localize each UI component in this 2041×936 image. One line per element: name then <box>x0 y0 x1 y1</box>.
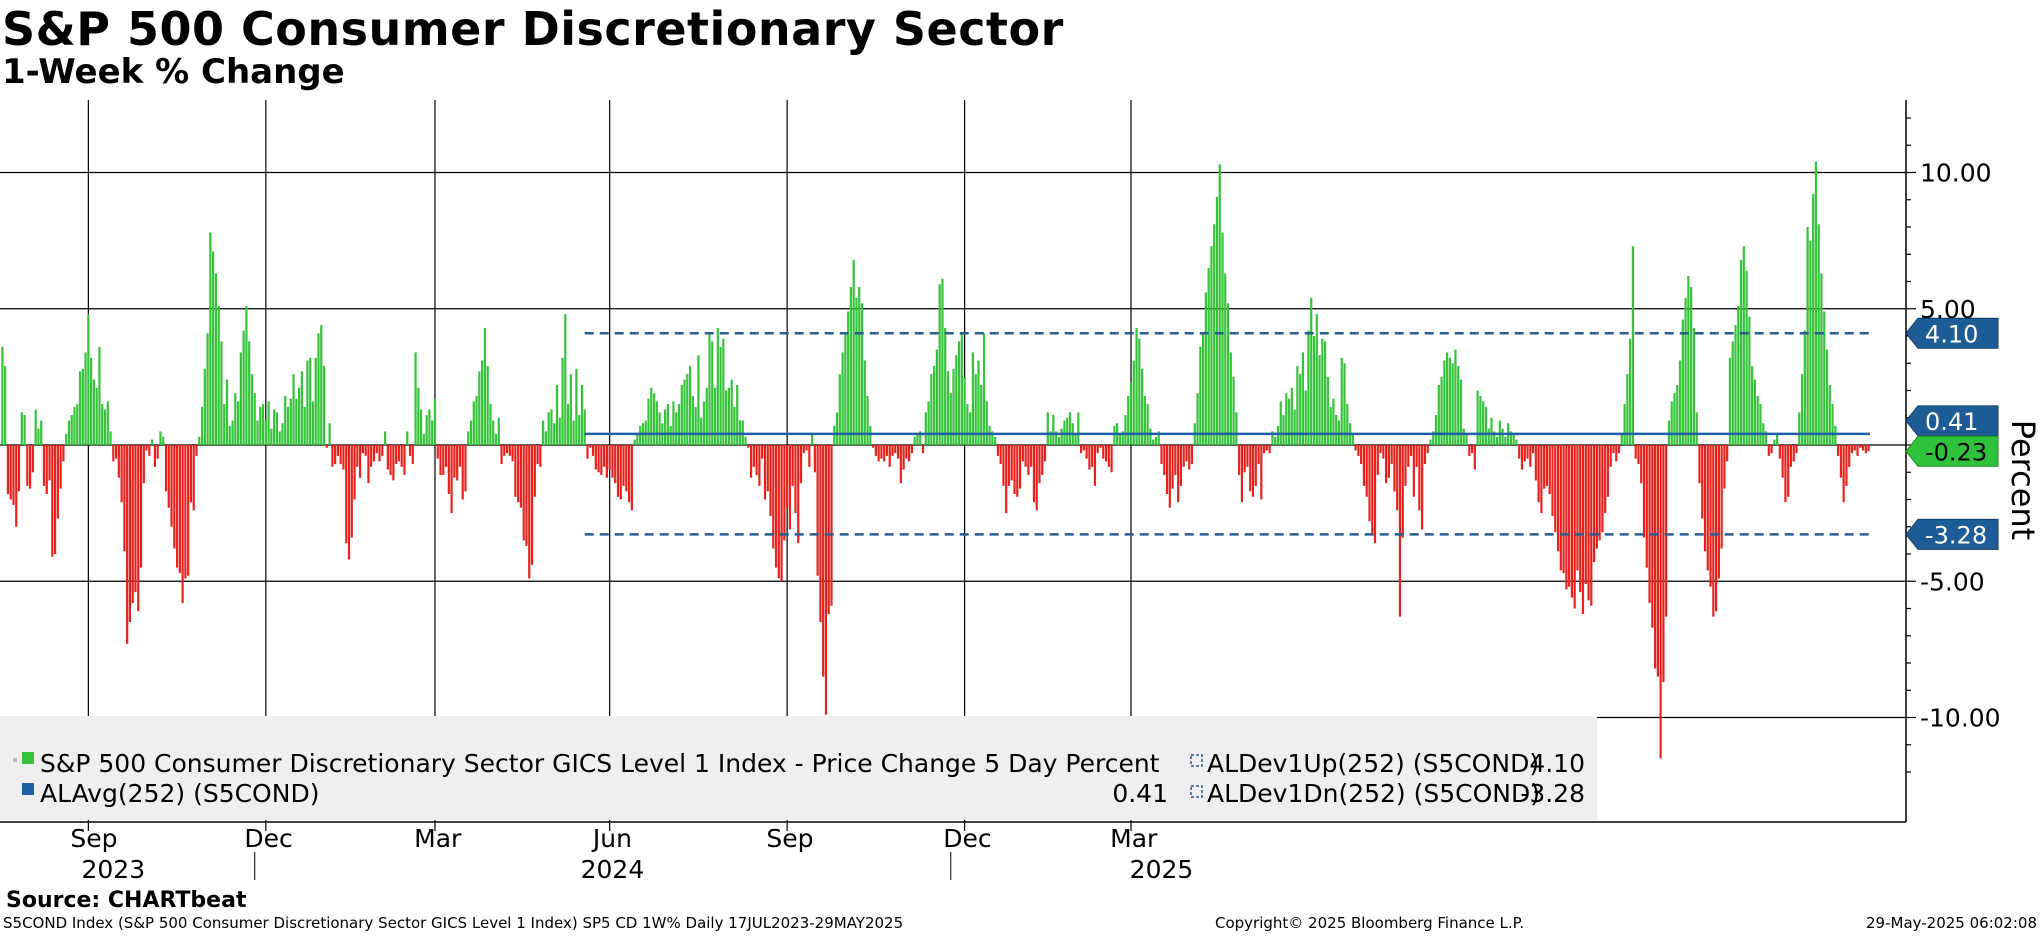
legend-icon-dev-up <box>1190 754 1203 767</box>
gridlines <box>0 100 1906 822</box>
legend-dev-up-label: ALDev1Up(252) (S5COND) <box>1207 749 1539 778</box>
legend-avg-label: ALAvg(252) (S5COND) <box>40 779 319 808</box>
legend-dev-dn-label: ALDev1Dn(252) (S5COND) <box>1207 779 1540 808</box>
y-tick-label: 10.00 <box>1920 159 1992 188</box>
y-tick-label: -5.00 <box>1920 567 1985 596</box>
x-month-label: Dec <box>244 824 292 853</box>
value-badge-label: 4.10 <box>1925 320 1978 348</box>
value-badge-label: 0.41 <box>1925 408 1978 436</box>
legend-swatch-green <box>22 752 34 764</box>
bar-series <box>1 161 1870 759</box>
chart-subtitle: 1-Week % Change <box>2 52 345 92</box>
x-month-label: Jun <box>591 824 632 853</box>
y-axis: 10.005.00-5.00-10.00 <box>1905 100 2001 822</box>
value-badge <box>1905 405 1999 437</box>
legend-series-label: S&P 500 Consumer Discretionary Sector GI… <box>40 749 1160 778</box>
value-badges: 0.41 4.10 -3.28 -0.23 <box>1905 317 1999 550</box>
x-month-label: Mar <box>414 824 462 853</box>
chart-title: S&P 500 Consumer Discretionary Sector <box>2 2 1064 56</box>
legend-dev-dn-value: -3.28 <box>1520 779 1585 808</box>
x-month-label: Sep <box>70 824 117 853</box>
legend-background <box>0 716 1597 820</box>
footer-timestamp: 29-May-2025 06:02:08 <box>1866 914 2037 932</box>
legend-dev-up-value: 4.10 <box>1529 749 1585 778</box>
legend-icon-series <box>13 758 17 762</box>
footer-index-info: S5COND Index (S&P 500 Consumer Discretio… <box>3 914 904 932</box>
legend-avg-value: 0.41 <box>1112 779 1168 808</box>
value-badge <box>1905 435 1999 467</box>
legend-icon-dev-dn <box>1190 785 1203 798</box>
footer-copyright: Copyright© 2025 Bloomberg Finance L.P. <box>1215 914 1525 932</box>
x-month-label: Dec <box>943 824 991 853</box>
x-year-label: 2025 <box>1130 855 1194 884</box>
x-year-label: 2023 <box>81 855 145 884</box>
y-tick-label: -10.00 <box>1920 704 2001 733</box>
legend-swatch-avg <box>22 783 34 795</box>
overlay-lines <box>584 332 1870 536</box>
value-badge <box>1905 317 1999 349</box>
x-month-label: Sep <box>766 824 813 853</box>
source-label: Source: CHARTbeat <box>6 888 247 913</box>
x-axis: Sep Dec Mar Jun Sep Dec Mar 2023 2024 2025 <box>0 821 1906 884</box>
value-badge-label: -3.28 <box>1925 521 1987 549</box>
x-year-label: 2024 <box>581 855 645 884</box>
y-axis-label: Percent <box>2004 420 2041 540</box>
legend: S&P 500 Consumer Discretionary Sector GI… <box>13 749 1585 808</box>
value-badge <box>1905 518 1999 550</box>
x-month-label: Mar <box>1110 824 1158 853</box>
value-badge-label: -0.23 <box>1925 438 1987 466</box>
